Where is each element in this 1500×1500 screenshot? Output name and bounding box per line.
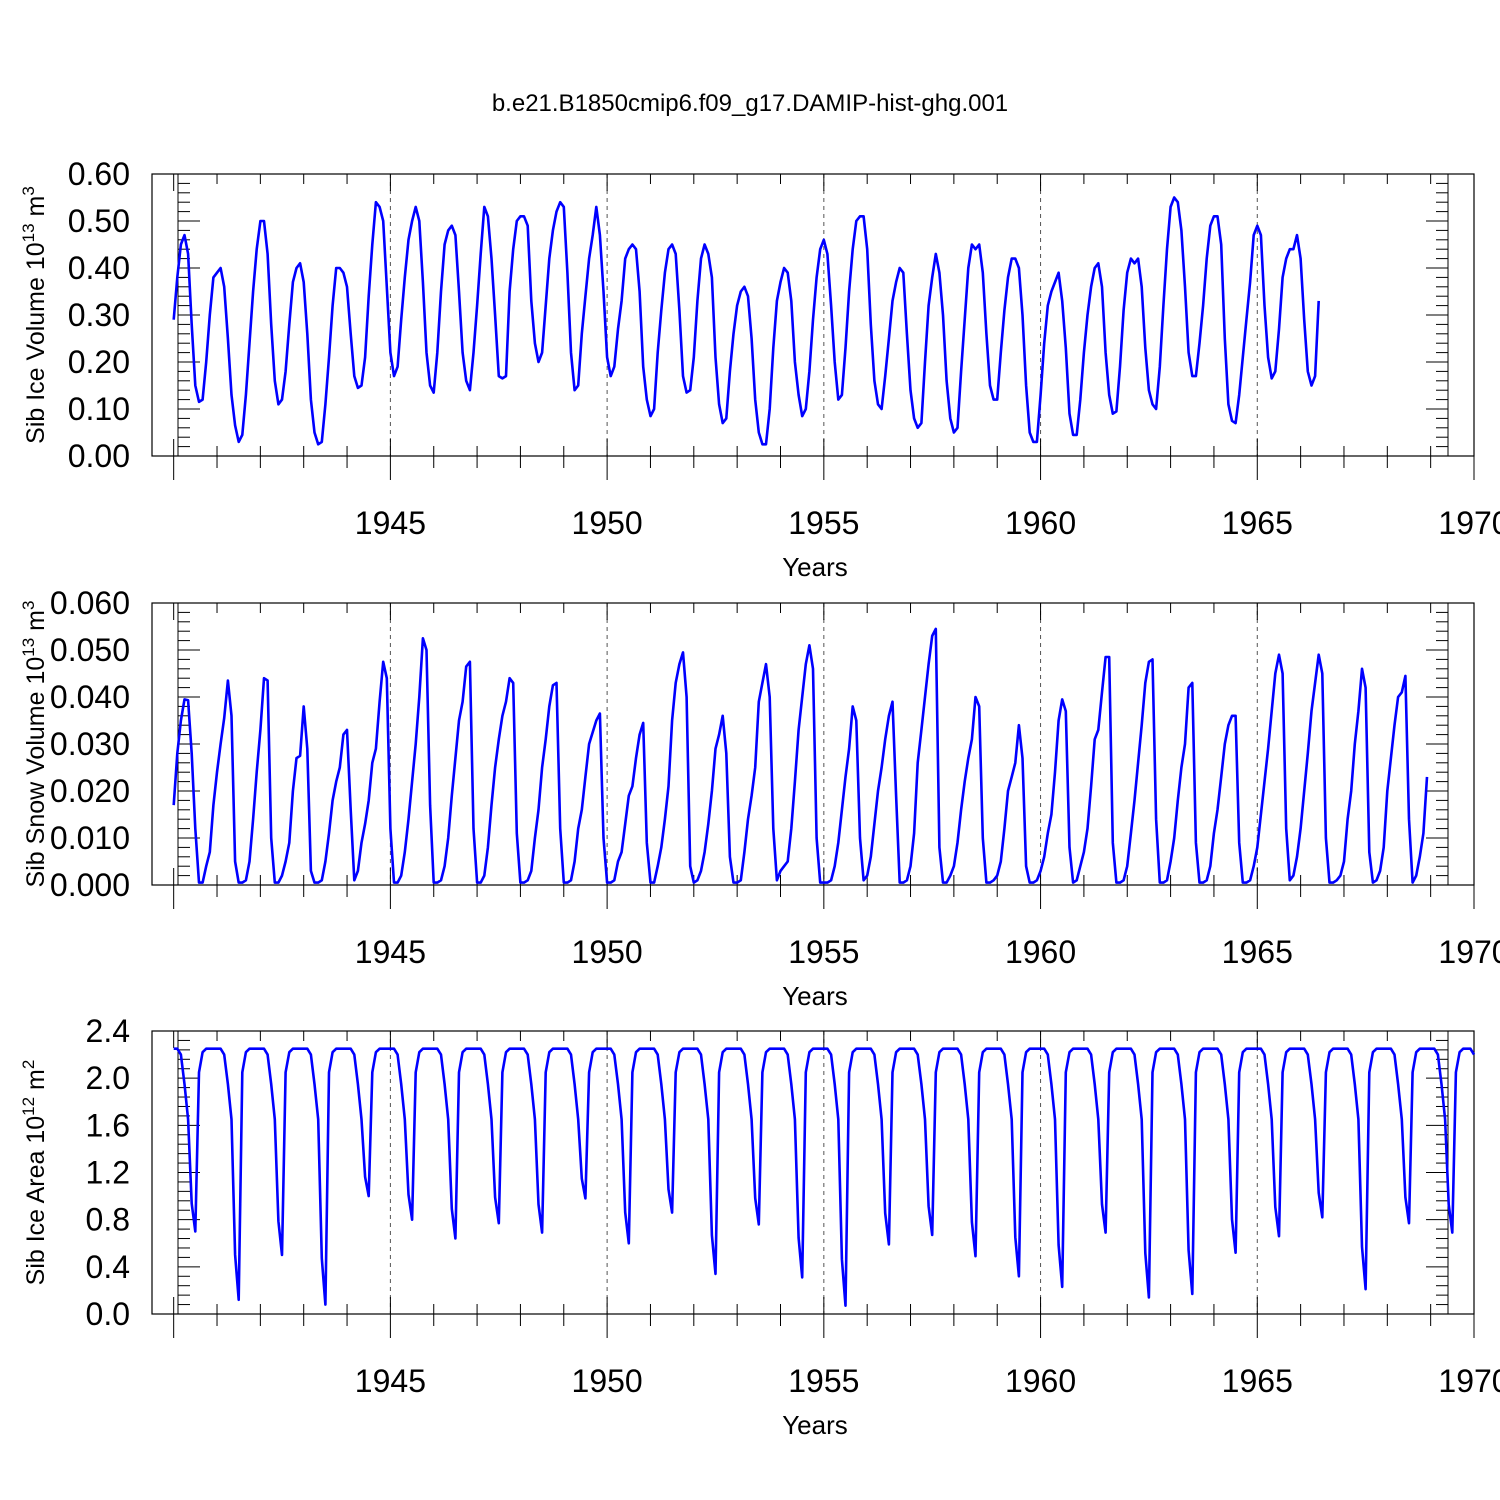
y-tick-label: 0.10 — [68, 391, 130, 427]
chart-title: b.e21.B1850cmip6.f09_g17.DAMIP-hist-ghg.… — [492, 90, 1008, 117]
chart-panels: 0.00 0.10 0.20 0.30 0.40 0.50 0.60 1945 1950 1955… — [19, 156, 1500, 1440]
x-axis-label: Years — [782, 1410, 848, 1440]
y-tick-label: 0.030 — [50, 726, 130, 762]
x-tick-label: 1965 — [1222, 1363, 1293, 1399]
x-tick-label: 1945 — [355, 505, 426, 541]
y-tick-label: 0.060 — [50, 585, 130, 621]
y-tick-label: 0.040 — [50, 679, 130, 715]
plot-frame — [151, 602, 1475, 886]
plot-frame — [151, 173, 1475, 457]
x-tick-label: 1960 — [1005, 934, 1076, 970]
series-line — [172, 196, 1320, 446]
y-tick-label: 0.000 — [50, 867, 130, 903]
y-tick-label: 0.050 — [50, 632, 130, 668]
x-tick-label: 1965 — [1222, 934, 1293, 970]
x-tick-label: 1970 — [1438, 1363, 1500, 1399]
x-tick-label: 1955 — [788, 1363, 859, 1399]
x-tick-label: 1945 — [355, 1363, 426, 1399]
x-tick-label: 1960 — [1005, 1363, 1076, 1399]
y-tick-label: 0.60 — [68, 156, 130, 192]
y-tick-label: 2.0 — [86, 1060, 130, 1096]
chart-panel-3: 0.0 0.4 0.8 1.2 1.6 2.0 2.4 1945 1950 1955 1960 196… — [19, 1013, 1500, 1440]
chart-panel-1: 0.00 0.10 0.20 0.30 0.40 0.50 0.60 1945 1950 1955… — [19, 156, 1500, 582]
x-tick-label: 1965 — [1222, 505, 1293, 541]
x-tick-label: 1950 — [572, 1363, 643, 1399]
x-tick-label: 1950 — [572, 505, 643, 541]
x-axis-label: Years — [782, 981, 848, 1011]
plot-frame — [151, 1030, 1475, 1315]
y-tick-label: 0.20 — [68, 344, 130, 380]
y-tick-label: 0.50 — [68, 203, 130, 239]
series-line — [173, 1047, 1476, 1307]
y-tick-label: 0.4 — [86, 1249, 130, 1285]
x-tick-label: 1955 — [788, 505, 859, 541]
y-tick-label: 1.2 — [86, 1155, 130, 1191]
y-tick-label: 0.00 — [68, 438, 130, 474]
y-axis-label: Sib Ice Area 1012 m2 — [19, 1060, 50, 1286]
y-tick-label: 0.020 — [50, 773, 130, 809]
y-tick-label: 0.30 — [68, 297, 130, 333]
chart-panel-2: 0.000 0.010 0.020 0.030 0.040 0.050 0.060 1945 1… — [19, 585, 1500, 1011]
y-axis-label: Sib Ice Volume 1013 m3 — [19, 186, 50, 444]
y-tick-label: 0.0 — [86, 1296, 130, 1332]
y-tick-label: 0.40 — [68, 250, 130, 286]
y-axis-label: Sib Snow Volume 1013 m3 — [19, 601, 50, 888]
x-tick-label: 1950 — [572, 934, 643, 970]
x-axis-label: Years — [782, 552, 848, 582]
x-tick-label: 1970 — [1438, 934, 1500, 970]
y-tick-label: 0.010 — [50, 820, 130, 856]
y-tick-label: 2.4 — [86, 1013, 130, 1049]
y-tick-label: 0.8 — [86, 1202, 130, 1238]
y-tick-label: 1.6 — [86, 1107, 130, 1143]
x-tick-label: 1945 — [355, 934, 426, 970]
x-tick-label: 1960 — [1005, 505, 1076, 541]
series-line — [172, 627, 1429, 884]
x-tick-label: 1970 — [1438, 505, 1500, 541]
x-tick-label: 1955 — [788, 934, 859, 970]
